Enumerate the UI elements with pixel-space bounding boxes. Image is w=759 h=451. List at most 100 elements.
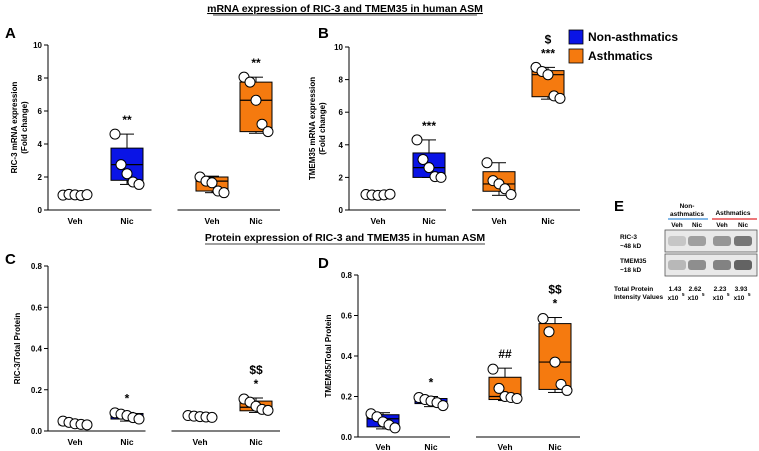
- y-tick-label: 6: [339, 108, 344, 117]
- blot-strip: [664, 229, 758, 253]
- significance-marker: $: [545, 32, 552, 46]
- data-point: [384, 188, 396, 200]
- intensity-label: Total Protein: [614, 286, 653, 293]
- significance-marker: ***: [422, 119, 436, 133]
- y-tick-label: 0: [339, 206, 344, 215]
- y-tick-label: 0.4: [31, 345, 43, 354]
- y-tick-label: 0.2: [31, 386, 43, 395]
- significance-marker: *: [125, 391, 130, 405]
- data-point: [262, 126, 274, 138]
- y-tick-label: 0.2: [341, 393, 353, 402]
- data-point: [493, 382, 505, 394]
- blot-row-label: ~48 kD: [620, 243, 641, 250]
- blot-lane-label: Veh: [716, 222, 728, 229]
- data-point: [554, 92, 566, 104]
- blot-lane-label: Nic: [692, 222, 703, 229]
- x-category-label: Veh: [497, 442, 512, 451]
- x-category-label: Veh: [375, 442, 390, 451]
- data-point: [487, 363, 499, 375]
- chart-panel-a: 0 2 4 6 8 10 RIC-3 mRNA expression (Fold change…: [10, 41, 280, 226]
- data-point: [435, 171, 447, 183]
- x-category-label: Nic: [120, 437, 134, 447]
- blot-band: [713, 236, 731, 246]
- data-point: [218, 187, 230, 199]
- y-axis-label: (Fold change): [20, 101, 29, 154]
- data-point: [542, 69, 554, 81]
- y-tick-label: 2: [38, 173, 43, 182]
- panel-letter-e: E: [614, 198, 624, 215]
- x-category-label: Veh: [491, 216, 506, 226]
- blot-row-label: RIC-3: [620, 234, 637, 241]
- mrna-section-title: mRNA expression of RIC-3 and TMEM35 in h…: [207, 3, 483, 15]
- y-tick-label: 10: [334, 43, 343, 52]
- data-point: [244, 76, 256, 88]
- x-category-label: Nic: [541, 216, 555, 226]
- data-point: [481, 157, 493, 169]
- x-category-label: Nic: [249, 216, 263, 226]
- significance-marker: **: [251, 56, 261, 70]
- data-point: [543, 326, 555, 338]
- data-point: [250, 94, 262, 106]
- legend: Non-asthmatics Asthmatics: [568, 29, 678, 64]
- y-tick-label: 0.8: [341, 271, 353, 280]
- protein-section-title: Protein expression of RIC-3 and TMEM35 i…: [205, 232, 485, 244]
- significance-marker: **: [122, 113, 132, 127]
- data-point: [411, 134, 423, 146]
- data-point: [417, 153, 429, 165]
- x-category-label: Nic: [548, 442, 562, 451]
- y-tick-label: 8: [38, 74, 43, 83]
- x-category-label: Nic: [249, 437, 263, 447]
- blot-row-label: ~18 kD: [620, 267, 641, 274]
- data-point: [206, 411, 218, 423]
- intensity-value: 3.93: [735, 286, 748, 293]
- blot-group-label: Asthmatics: [715, 210, 750, 217]
- data-point: [133, 178, 145, 190]
- blot-lane-label: Nic: [738, 222, 749, 229]
- x-category-label: Nic: [424, 442, 438, 451]
- data-point: [121, 168, 133, 180]
- western-blot-panel: Non-asthmatics Veh Nic Asthmatics Veh Nic RIC-…: [614, 203, 758, 302]
- chart-panel-d: 0.0 0.2 0.4 0.6 0.8 TMEM35/Total Protein Veh * N…: [324, 271, 580, 451]
- panel-letter-d: D: [318, 255, 329, 272]
- significance-marker: ##: [498, 347, 512, 361]
- y-tick-label: 0.8: [31, 262, 43, 271]
- x-category-label: Veh: [192, 437, 207, 447]
- y-tick-label: 0.4: [341, 352, 353, 361]
- data-point: [206, 177, 218, 189]
- panel-letter-c: C: [5, 251, 16, 268]
- intensity-value: 2.23: [714, 286, 727, 293]
- y-tick-label: 4: [38, 140, 43, 149]
- blot-band: [688, 260, 706, 270]
- data-point: [537, 313, 549, 325]
- y-axis-label: TMEM35/Total Protein: [324, 314, 333, 397]
- significance-marker: *: [553, 297, 558, 311]
- x-category-label: Veh: [67, 216, 82, 226]
- data-point: [437, 400, 449, 412]
- y-tick-label: 8: [339, 76, 344, 85]
- blot-row-label: TMEM35: [620, 258, 647, 265]
- y-tick-label: 0.6: [31, 303, 43, 312]
- significance-marker: $$: [548, 283, 562, 297]
- intensity-exponent-base: x10: [734, 295, 745, 302]
- blot-band: [713, 260, 731, 270]
- significance-marker: ***: [541, 46, 555, 60]
- y-axis-label: (Fold change): [318, 102, 327, 155]
- y-tick-label: 2: [339, 173, 344, 182]
- blot-band: [734, 260, 752, 270]
- y-tick-label: 0.0: [341, 433, 353, 442]
- data-point: [256, 118, 268, 130]
- x-category-label: Veh: [67, 437, 82, 447]
- data-point: [561, 384, 573, 396]
- blot-group-label: Non-: [680, 203, 695, 210]
- legend-swatch-asthmatics: [568, 48, 584, 64]
- intensity-exponent-base: x10: [688, 295, 699, 302]
- blot-group-label: asthmatics: [670, 211, 704, 218]
- data-point: [262, 404, 274, 416]
- blot-band: [668, 236, 686, 246]
- blot-band: [668, 260, 686, 270]
- intensity-exponent: 5: [682, 292, 685, 297]
- x-category-label: Veh: [204, 216, 219, 226]
- legend-label-non-asthmatics: Non-asthmatics: [588, 30, 678, 44]
- x-category-label: Nic: [422, 216, 436, 226]
- y-axis-label: TMEM35 mRNA expression: [308, 77, 317, 180]
